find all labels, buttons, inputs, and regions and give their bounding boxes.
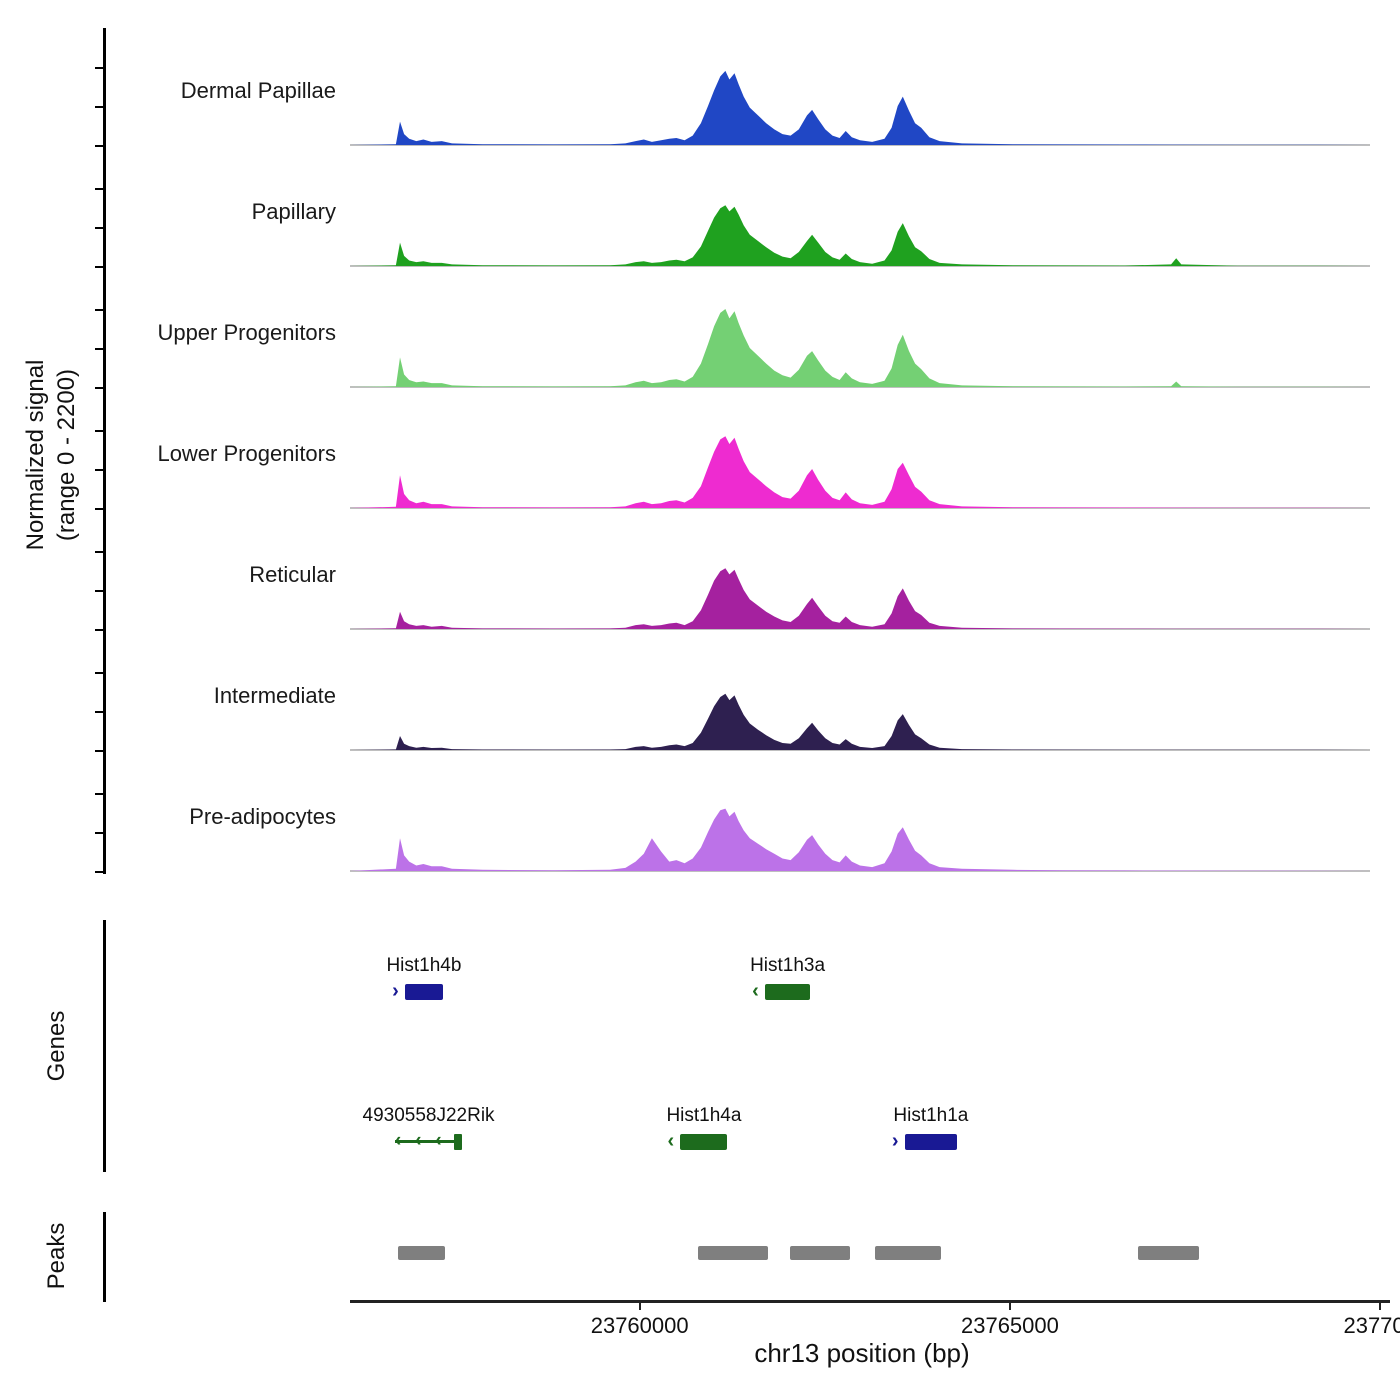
y-axis-tick (95, 832, 104, 834)
y-axis-tick (95, 469, 104, 471)
signal-axis-line (103, 28, 106, 874)
genes-section-label: Genes (43, 1010, 70, 1082)
x-axis-tick (638, 1300, 641, 1310)
y-axis-tick (95, 387, 104, 389)
y-axis-tick (95, 430, 104, 432)
y-axis-tick (95, 188, 104, 190)
track-label-papillary: Papillary (251, 199, 336, 224)
track-label-pre-adipocytes: Pre-adipocytes (189, 804, 336, 829)
signal-area-reticular (350, 568, 1370, 630)
x-axis-tick (1379, 1300, 1382, 1310)
gene-label-hist1h3a: Hist1h3a (750, 955, 826, 976)
signal-track-reticular: Reticular (0, 512, 1400, 633)
peak-region-4 (875, 1246, 941, 1260)
gene-exon-box (454, 1134, 463, 1150)
gene-body-line (394, 1140, 463, 1143)
y-axis-tick (95, 508, 104, 510)
gene-label-hist1h4b: Hist1h4b (386, 955, 462, 976)
y-axis-tick (95, 629, 104, 631)
gene-label-4930558j22rik: 4930558J22Rik (362, 1105, 495, 1126)
y-axis-tick (95, 551, 104, 553)
strand-arrow-icon: ‹ (415, 1130, 422, 1151)
signal-area-intermediate (350, 693, 1370, 751)
track-label-intermediate: Intermediate (213, 683, 336, 708)
signal-area-lower-progenitors (350, 436, 1370, 509)
signal-area-upper-progenitors (350, 309, 1370, 388)
x-axis-tick-label: 23760000 (590, 1313, 689, 1338)
strand-arrow-icon: ‹ (435, 1130, 442, 1151)
signal-track-intermediate: Intermediate (0, 633, 1400, 754)
peaks-section-label: Peaks (43, 1222, 70, 1290)
x-axis-title: chr13 position (bp) (754, 1338, 970, 1368)
genes-axis-line (103, 920, 106, 1172)
y-axis-tick (95, 67, 104, 69)
y-axis-tick (95, 871, 104, 873)
signal-track-papillary: Papillary (0, 149, 1400, 270)
gene-model-hist1h1a: › (892, 1130, 957, 1152)
track-label-lower-progenitors: Lower Progenitors (157, 441, 336, 466)
peak-region-3 (789, 1246, 850, 1260)
y-axis-tick (95, 348, 104, 350)
track-label-reticular: Reticular (249, 562, 336, 587)
strand-arrow-icon: ‹ (667, 1130, 675, 1152)
peak-region-1 (397, 1246, 445, 1260)
track-label-dermal-papillae: Dermal Papillae (180, 78, 336, 103)
gene-row-1: Hist1h4b › Hist1h3a ‹ (350, 955, 1370, 1015)
strand-arrow-icon: ‹ (394, 1130, 402, 1151)
strand-arrow-icon: › (891, 1130, 899, 1152)
x-axis-tick-label: 237700 (1343, 1313, 1400, 1338)
y-axis-tick (95, 672, 104, 674)
signal-track-pre-adipocytes: Pre-adipocytes (0, 754, 1400, 875)
y-axis-tick (95, 711, 104, 713)
signal-track-upper-progenitors: Upper Progenitors (0, 270, 1400, 391)
signal-area-pre-adipocytes (350, 808, 1370, 872)
y-axis-tick (95, 750, 104, 752)
gene-label-hist1h4a: Hist1h4a (666, 1105, 742, 1126)
y-axis-tick (95, 266, 104, 268)
signal-area-dermal-papillae (350, 70, 1370, 146)
track-label-upper-progenitors: Upper Progenitors (157, 320, 336, 345)
gene-label-hist1h1a: Hist1h1a (893, 1105, 969, 1126)
y-axis-tick (95, 106, 104, 108)
gene-model-hist1h4b: › (392, 980, 443, 1002)
peaks-container (350, 1246, 1370, 1260)
gene-model-4930558j22rik: ‹ ‹ ‹ (394, 1130, 463, 1151)
strand-arrow-icon: ‹ (752, 980, 759, 1002)
x-axis-line (350, 1300, 1390, 1303)
y-axis-tick (95, 309, 104, 311)
y-axis-tick (95, 145, 104, 147)
peak-region-5 (1138, 1246, 1199, 1260)
peak-region-2 (697, 1246, 769, 1260)
signal-track-dermal-papillae: Dermal Papillae (0, 28, 1400, 149)
x-axis-tick-label: 23765000 (960, 1313, 1059, 1338)
peaks-axis-line (103, 1212, 106, 1302)
gene-row-2: 4930558J22Rik ‹ ‹ ‹ Hist1h4a ‹ Hist1h1a › (350, 1105, 1370, 1165)
gene-model-hist1h3a: ‹ (752, 980, 810, 1002)
y-axis-tick (95, 590, 104, 592)
signal-area-papillary (350, 205, 1370, 267)
gene-model-hist1h4a: ‹ (667, 1130, 728, 1152)
x-axis-tick (1008, 1300, 1011, 1310)
y-axis-tick (95, 227, 104, 229)
strand-arrow-icon: › (392, 980, 399, 1002)
y-axis-tick (95, 793, 104, 795)
signal-track-lower-progenitors: Lower Progenitors (0, 391, 1400, 512)
